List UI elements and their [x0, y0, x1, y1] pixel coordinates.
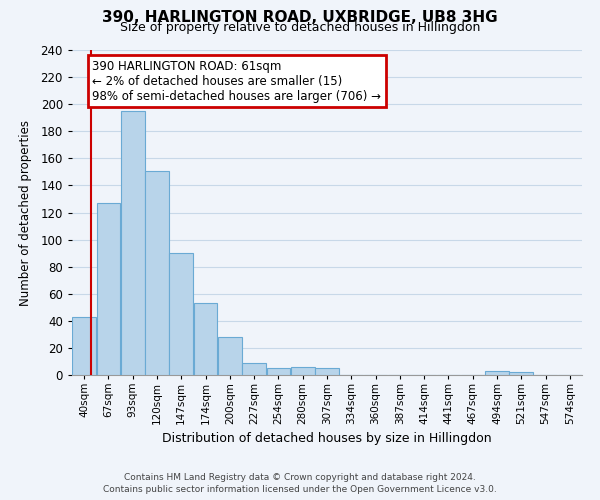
- Bar: [72, 317, 96, 375]
- Text: 390, HARLINGTON ROAD, UXBRIDGE, UB8 3HG: 390, HARLINGTON ROAD, UXBRIDGE, UB8 3HG: [102, 10, 498, 25]
- Bar: [266, 368, 290, 375]
- Bar: [509, 372, 533, 375]
- Bar: [218, 337, 242, 375]
- X-axis label: Distribution of detached houses by size in Hillingdon: Distribution of detached houses by size …: [162, 432, 492, 446]
- Y-axis label: Number of detached properties: Number of detached properties: [19, 120, 32, 306]
- Bar: [121, 111, 145, 375]
- Bar: [194, 303, 217, 375]
- Bar: [291, 367, 314, 375]
- Text: 390 HARLINGTON ROAD: 61sqm
← 2% of detached houses are smaller (15)
98% of semi-: 390 HARLINGTON ROAD: 61sqm ← 2% of detac…: [92, 60, 382, 103]
- Bar: [242, 363, 266, 375]
- Text: Contains HM Land Registry data © Crown copyright and database right 2024.
Contai: Contains HM Land Registry data © Crown c…: [103, 472, 497, 494]
- Text: Size of property relative to detached houses in Hillingdon: Size of property relative to detached ho…: [120, 21, 480, 34]
- Bar: [169, 253, 193, 375]
- Bar: [315, 368, 339, 375]
- Bar: [145, 170, 169, 375]
- Bar: [485, 371, 509, 375]
- Bar: [97, 203, 121, 375]
